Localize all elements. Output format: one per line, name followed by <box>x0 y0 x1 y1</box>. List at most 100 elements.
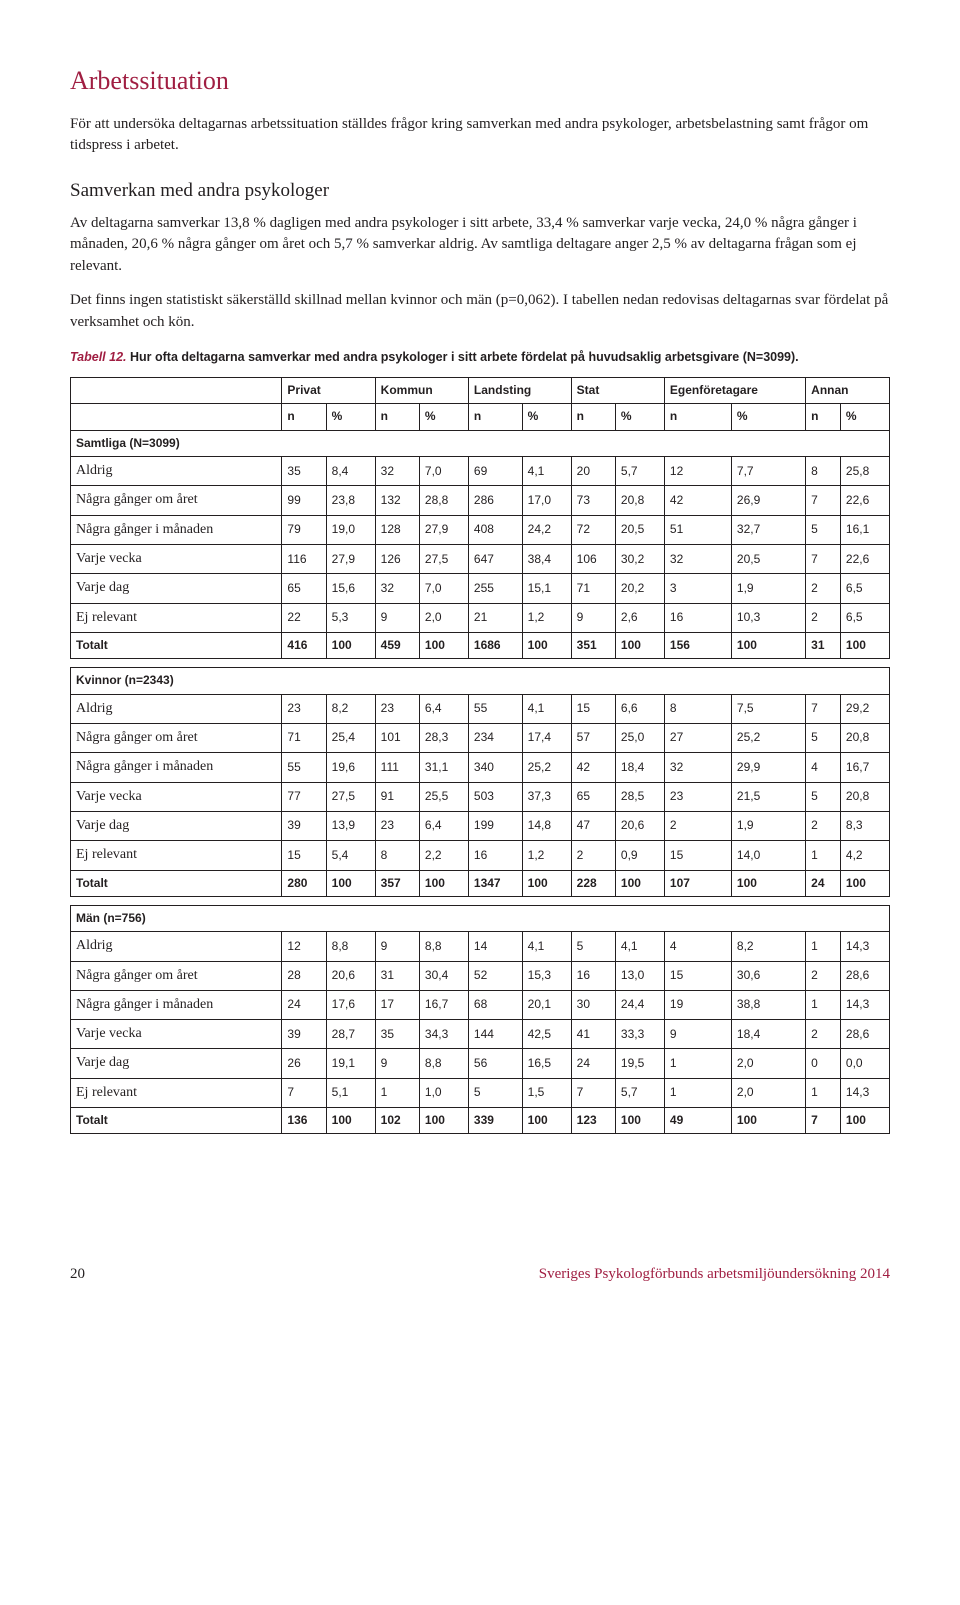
table-cell: 7 <box>806 1108 841 1134</box>
table-row: Några gånger i månaden7919,012827,940824… <box>71 515 890 544</box>
table-cell: 8 <box>664 694 731 723</box>
table-cell: 7,5 <box>731 694 805 723</box>
table-cell: 30,2 <box>615 545 664 574</box>
table-row: Ej relevant225,392,0211,292,61610,326,5 <box>71 603 890 632</box>
table-cell: 100 <box>615 632 664 658</box>
table-cell: 13,0 <box>615 961 664 990</box>
table-cell: 7 <box>806 545 841 574</box>
table-cell: 1,5 <box>522 1078 571 1107</box>
table-cell: 2 <box>806 811 841 840</box>
table-cell: 8,3 <box>840 811 889 840</box>
table-cell: 6,5 <box>840 574 889 603</box>
table-cell: 144 <box>468 1020 522 1049</box>
table-cell: 5,1 <box>326 1078 375 1107</box>
table-cell: 31,1 <box>419 753 468 782</box>
table-cell: 16,1 <box>840 515 889 544</box>
table-cell: 100 <box>731 870 805 896</box>
table-cell: 21 <box>468 603 522 632</box>
table-cell: 111 <box>375 753 419 782</box>
row-label: Varje vecka <box>71 545 282 574</box>
table-cell: 16 <box>468 841 522 870</box>
table-cell: 2 <box>806 961 841 990</box>
table-cell: 15 <box>664 841 731 870</box>
table-cell: 123 <box>571 1108 615 1134</box>
table-cell: 39 <box>282 1020 326 1049</box>
table-cell: 23 <box>375 694 419 723</box>
table-cell: 25,0 <box>615 724 664 753</box>
table-cell: 19,1 <box>326 1049 375 1078</box>
table-cell: 101 <box>375 724 419 753</box>
table-cell: 7 <box>282 1078 326 1107</box>
table-cell: 1 <box>806 990 841 1019</box>
table-cell: 22 <box>282 603 326 632</box>
table-subheader-cell: % <box>326 404 375 430</box>
table-cell: 8,2 <box>731 932 805 961</box>
table-cell: 503 <box>468 782 522 811</box>
table-cell: 19 <box>664 990 731 1019</box>
table-cell: 136 <box>282 1108 326 1134</box>
table-cell: 20,8 <box>840 782 889 811</box>
table-subheader-cell: n <box>282 404 326 430</box>
table-cell: 100 <box>326 870 375 896</box>
table-cell: 5 <box>806 782 841 811</box>
table-cell: 20,8 <box>615 486 664 515</box>
table-subheader-cell: n <box>664 404 731 430</box>
table-cell: 5,7 <box>615 1078 664 1107</box>
table-cell: 23 <box>282 694 326 723</box>
table-caption: Tabell 12. Hur ofta deltagarna samverkar… <box>70 349 890 367</box>
table-cell: 6,4 <box>419 694 468 723</box>
table-corner-cell <box>71 377 282 403</box>
table-cell: 22,6 <box>840 486 889 515</box>
table-cell: 2,0 <box>731 1049 805 1078</box>
row-label: Varje dag <box>71 811 282 840</box>
table-cell: 1 <box>806 1078 841 1107</box>
table-cell: 99 <box>282 486 326 515</box>
table-row: Varje vecka7727,59125,550337,36528,52321… <box>71 782 890 811</box>
table-cell: 38,8 <box>731 990 805 1019</box>
table-cell: 17 <box>375 990 419 1019</box>
table-cell: 31 <box>806 632 841 658</box>
table-cell: 7 <box>806 486 841 515</box>
row-label: Några gånger i månaden <box>71 753 282 782</box>
table-cell: 28,3 <box>419 724 468 753</box>
table-cell: 15 <box>571 694 615 723</box>
table-cell: 5,4 <box>326 841 375 870</box>
table-cell: 25,4 <box>326 724 375 753</box>
table-cell: 100 <box>840 632 889 658</box>
row-label: Aldrig <box>71 457 282 486</box>
table-cell: 30,4 <box>419 961 468 990</box>
table-cell: 17,0 <box>522 486 571 515</box>
table-cell: 20 <box>571 457 615 486</box>
table-cell: 100 <box>419 870 468 896</box>
table-cell: 7 <box>571 1078 615 1107</box>
table-cell: 16 <box>571 961 615 990</box>
table-cell: 19,5 <box>615 1049 664 1078</box>
body-paragraph-2: Det finns ingen statistiskt säkerställd … <box>70 290 890 334</box>
table-cell: 1 <box>806 841 841 870</box>
table-cell: 1,2 <box>522 841 571 870</box>
table-cell: 35 <box>282 457 326 486</box>
table-cell: 10,3 <box>731 603 805 632</box>
table-cell: 55 <box>468 694 522 723</box>
table-cell: 25,2 <box>522 753 571 782</box>
table-cell: 65 <box>282 574 326 603</box>
table-row: Ej relevant155,482,2161,220,91514,014,2 <box>71 841 890 870</box>
table-cell: 32 <box>664 545 731 574</box>
table-cell: 100 <box>419 1108 468 1134</box>
table-cell: 132 <box>375 486 419 515</box>
table-cell: 2 <box>571 841 615 870</box>
table-cell: 18,4 <box>615 753 664 782</box>
table-cell: 100 <box>731 632 805 658</box>
table-cell: 51 <box>664 515 731 544</box>
table-cell: 25,8 <box>840 457 889 486</box>
table-cell: 27,9 <box>326 545 375 574</box>
table-cell: 2,0 <box>419 603 468 632</box>
row-label: Några gånger om året <box>71 724 282 753</box>
table-cell: 340 <box>468 753 522 782</box>
table-cell: 5,7 <box>615 457 664 486</box>
table-cell: 199 <box>468 811 522 840</box>
table-cell: 2 <box>806 603 841 632</box>
table-row: Varje dag3913,9236,419914,84720,621,928,… <box>71 811 890 840</box>
table-cell: 4,1 <box>522 457 571 486</box>
table-cell: 15,6 <box>326 574 375 603</box>
